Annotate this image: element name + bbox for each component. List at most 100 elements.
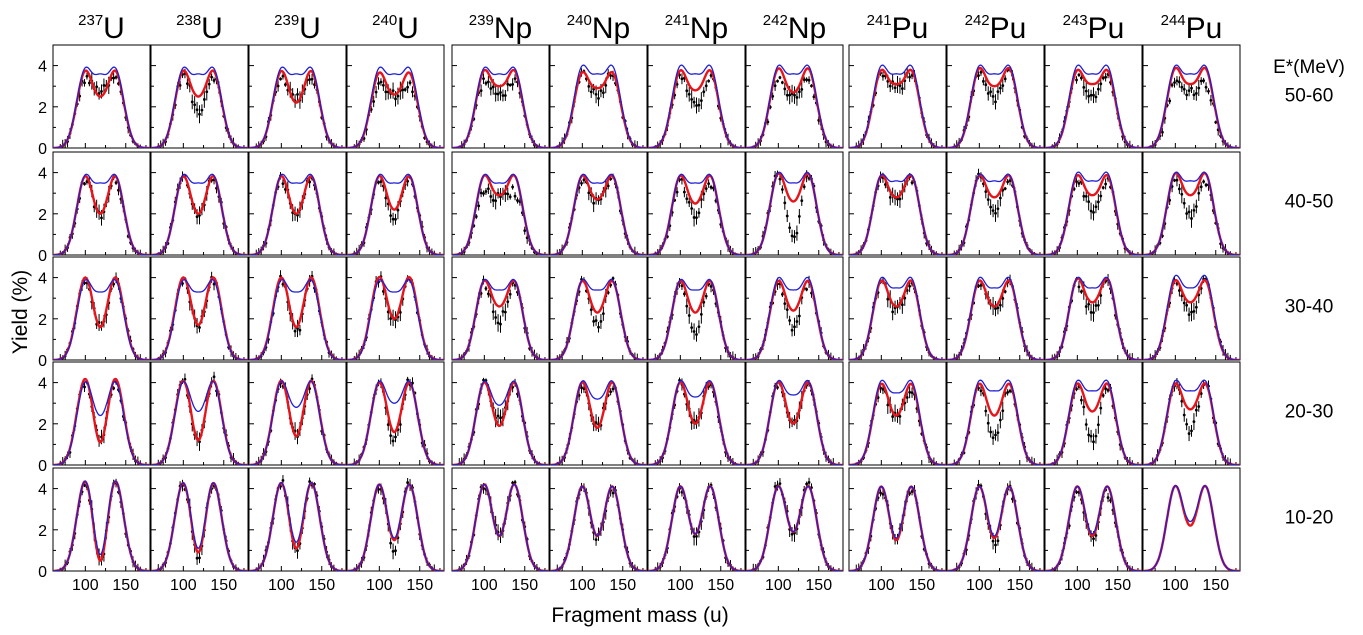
data-point [482, 192, 485, 195]
data-point [1188, 432, 1191, 435]
data-point [788, 319, 791, 322]
data-point [695, 216, 698, 219]
panel [151, 152, 248, 260]
experimental-data-series [255, 374, 338, 468]
x-tick-label: 100 [667, 577, 694, 594]
data-point [279, 78, 282, 81]
y-tick-label: 0 [38, 564, 47, 581]
data-point [796, 232, 799, 235]
panel-frame [1045, 152, 1142, 255]
panel-frame [53, 257, 150, 360]
experimental-data-series [1051, 488, 1134, 574]
data-point [406, 86, 409, 89]
x-tick-label: 150 [908, 577, 935, 594]
panel [947, 45, 1044, 152]
data-point [592, 202, 595, 205]
data-point [1183, 88, 1186, 91]
data-point [103, 84, 106, 87]
data-point [492, 86, 495, 89]
panel-plot-area [849, 65, 946, 153]
panel-plot-area [151, 480, 248, 575]
experimental-data-series [157, 69, 240, 152]
y-tick-label: 4 [38, 166, 47, 183]
data-point [1178, 81, 1181, 84]
experimental-data-series [1051, 71, 1134, 152]
data-point [590, 308, 593, 311]
data-point [595, 93, 598, 96]
data-point [882, 75, 885, 78]
data-point [1085, 423, 1088, 426]
model-curve-red [849, 384, 946, 465]
data-point [1092, 311, 1095, 314]
data-point [1099, 195, 1102, 198]
y-tick-label: 0 [38, 458, 47, 475]
data-point [999, 419, 1002, 422]
panel-frame [347, 152, 444, 255]
data-point [980, 389, 983, 392]
data-point [781, 188, 784, 191]
panel-plot-area [947, 480, 1044, 575]
data-point [793, 94, 796, 97]
data-point [989, 90, 992, 93]
x-tick-label: 150 [805, 577, 832, 594]
panel-plot-area [1143, 378, 1240, 469]
panel-plot-area [249, 374, 346, 468]
experimental-data-series [654, 278, 737, 365]
data-point [196, 215, 199, 218]
data-point [602, 91, 605, 94]
model-curve-red [151, 381, 248, 465]
data-point [783, 201, 786, 204]
data-point [1205, 86, 1208, 89]
data-point [999, 304, 1002, 307]
panel-frame [746, 257, 843, 360]
data-point [774, 84, 777, 87]
data-point [487, 80, 490, 83]
model-curve-blue [849, 487, 946, 572]
data-point [1006, 180, 1009, 183]
data-point [198, 113, 201, 116]
panel [347, 362, 444, 469]
data-point [609, 390, 612, 393]
data-point [592, 320, 595, 323]
panel-frame [648, 468, 745, 571]
nuclide-mass-number: 243 [1063, 12, 1088, 29]
panel-plot-area [550, 276, 647, 364]
data-point [1082, 406, 1085, 409]
data-point [1197, 192, 1200, 195]
data-point [597, 97, 600, 100]
panel [151, 45, 248, 151]
x-tick-label: 100 [268, 577, 295, 594]
data-point [781, 293, 784, 296]
panel-plot-area [550, 65, 647, 153]
data-point [1095, 304, 1098, 307]
data-point [489, 195, 492, 198]
data-point [994, 100, 997, 103]
experimental-data-series [157, 272, 240, 363]
data-point [1001, 409, 1004, 412]
data-point [1090, 311, 1093, 314]
data-point [1193, 310, 1196, 313]
data-point [1099, 82, 1102, 85]
experimental-data-series [953, 169, 1036, 258]
nuclide-symbol: Pu [1186, 12, 1223, 45]
panel [249, 45, 346, 151]
data-point [480, 191, 483, 194]
data-point [401, 88, 404, 91]
x-tick-label: 100 [966, 577, 993, 594]
panel-plot-area [347, 478, 444, 576]
data-point [1190, 87, 1193, 90]
data-point [1087, 303, 1090, 306]
data-point [705, 187, 708, 190]
data-point [311, 78, 314, 81]
data-point [685, 305, 688, 308]
experimental-data-series [654, 174, 737, 258]
data-point [375, 91, 378, 94]
data-point [88, 82, 91, 85]
data-point [1168, 100, 1171, 103]
model-curve-red [53, 482, 150, 572]
data-point [800, 88, 803, 91]
nuclide-label: 240Np [567, 12, 630, 45]
data-point [707, 80, 710, 83]
